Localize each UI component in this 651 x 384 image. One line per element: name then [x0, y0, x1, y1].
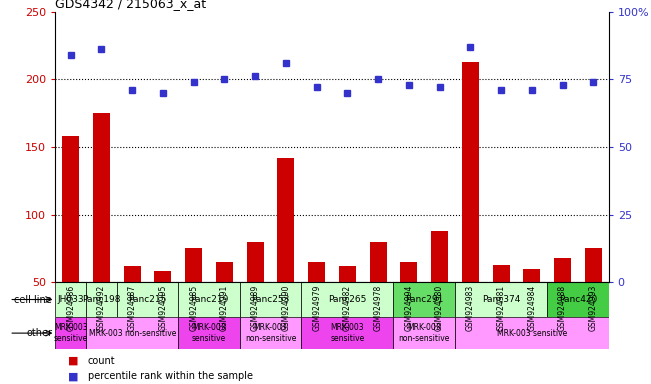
Text: MRK-003 non-sensitive: MRK-003 non-sensitive — [89, 329, 176, 338]
Bar — [240, 317, 301, 349]
Bar — [178, 317, 240, 349]
Bar — [393, 317, 455, 349]
Bar — [154, 271, 171, 282]
Bar — [400, 262, 417, 282]
Text: GSM924987: GSM924987 — [128, 285, 137, 331]
Text: GSM924982: GSM924982 — [343, 285, 352, 331]
Bar — [339, 266, 356, 282]
Text: percentile rank within the sample: percentile rank within the sample — [88, 371, 253, 381]
Text: Panc219: Panc219 — [190, 295, 229, 304]
Text: count: count — [88, 356, 115, 366]
Bar — [301, 317, 393, 349]
Bar — [493, 265, 510, 282]
Bar — [247, 242, 264, 282]
Text: GSM924979: GSM924979 — [312, 285, 321, 331]
Text: MRK-003
sensitive: MRK-003 sensitive — [330, 323, 365, 343]
Bar — [86, 317, 178, 349]
Bar — [462, 61, 478, 282]
Text: GSM924990: GSM924990 — [281, 285, 290, 331]
Bar — [431, 231, 448, 282]
Text: GSM924988: GSM924988 — [558, 285, 567, 331]
Text: MRK-003
non-sensitive: MRK-003 non-sensitive — [398, 323, 450, 343]
Text: GSM924991: GSM924991 — [220, 285, 229, 331]
Bar — [585, 248, 602, 282]
Bar — [240, 282, 301, 317]
Text: ■: ■ — [68, 371, 79, 381]
Text: Panc291: Panc291 — [405, 295, 443, 304]
Text: GSM924980: GSM924980 — [435, 285, 444, 331]
Text: MRK-003 sensitive: MRK-003 sensitive — [497, 329, 567, 338]
Text: GSM924994: GSM924994 — [404, 285, 413, 331]
Bar — [178, 282, 240, 317]
Text: ■: ■ — [68, 356, 79, 366]
Text: GDS4342 / 215063_x_at: GDS4342 / 215063_x_at — [55, 0, 206, 10]
Text: GSM924992: GSM924992 — [97, 285, 106, 331]
Text: GSM924993: GSM924993 — [589, 285, 598, 331]
Bar — [370, 242, 387, 282]
Bar — [124, 266, 141, 282]
Bar — [455, 317, 609, 349]
Bar — [93, 113, 110, 282]
Text: MRK-003
non-sensitive: MRK-003 non-sensitive — [245, 323, 296, 343]
Text: Panc198: Panc198 — [82, 295, 120, 304]
Bar — [393, 282, 455, 317]
Bar — [86, 282, 117, 317]
Bar — [523, 269, 540, 282]
Text: Panc420: Panc420 — [559, 295, 597, 304]
Text: Panc265: Panc265 — [328, 295, 367, 304]
Text: GSM924989: GSM924989 — [251, 285, 260, 331]
Text: GSM924986: GSM924986 — [66, 285, 76, 331]
Text: GSM924983: GSM924983 — [466, 285, 475, 331]
Bar — [55, 317, 86, 349]
Bar — [277, 158, 294, 282]
Bar — [186, 248, 202, 282]
Text: Panc215: Panc215 — [128, 295, 167, 304]
Bar — [216, 262, 233, 282]
Bar — [301, 282, 393, 317]
Bar — [547, 282, 609, 317]
Text: JH033: JH033 — [57, 295, 84, 304]
Bar — [308, 262, 325, 282]
Text: MRK-003
sensitive: MRK-003 sensitive — [53, 323, 88, 343]
Text: GSM924981: GSM924981 — [497, 285, 506, 331]
Text: GSM924985: GSM924985 — [189, 285, 198, 331]
Text: GSM924995: GSM924995 — [158, 285, 167, 331]
Bar — [55, 282, 86, 317]
Text: cell line: cell line — [14, 295, 52, 305]
Text: GSM924984: GSM924984 — [527, 285, 536, 331]
Text: other: other — [26, 328, 52, 338]
Text: Panc253: Panc253 — [251, 295, 290, 304]
Text: Panc374: Panc374 — [482, 295, 520, 304]
Bar — [62, 136, 79, 282]
Text: GSM924978: GSM924978 — [374, 285, 383, 331]
Bar — [554, 258, 571, 282]
Bar — [455, 282, 547, 317]
Bar — [117, 282, 178, 317]
Text: MRK-003
sensitive: MRK-003 sensitive — [192, 323, 226, 343]
